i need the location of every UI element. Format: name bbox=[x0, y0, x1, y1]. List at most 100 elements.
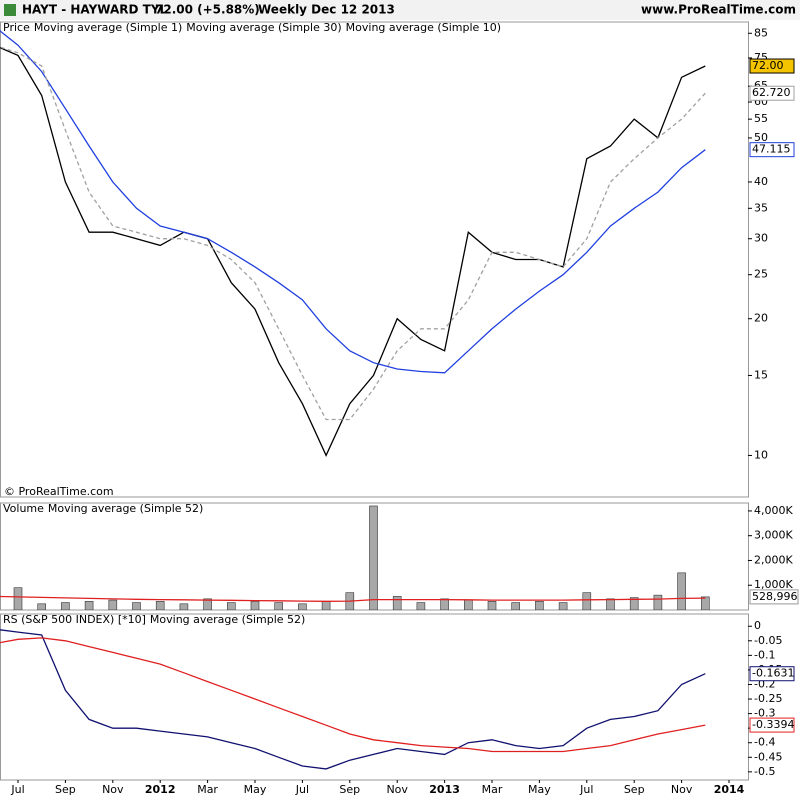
header-bar bbox=[0, 0, 800, 20]
value-tag bbox=[749, 58, 795, 74]
value-tag bbox=[749, 666, 795, 682]
y-tick-label: 3,000K bbox=[754, 529, 793, 542]
series-line bbox=[0, 46, 706, 421]
series-line bbox=[0, 637, 706, 753]
volume-bar bbox=[535, 601, 544, 610]
value-tag bbox=[749, 589, 799, 605]
x-tick-label: Jul bbox=[579, 783, 593, 796]
x-tick-label: May bbox=[244, 783, 267, 796]
volume-bar bbox=[392, 596, 402, 610]
value-label: -0.1631 bbox=[752, 667, 794, 680]
volume-bar bbox=[203, 598, 212, 610]
volume-bar bbox=[179, 603, 189, 610]
volume-bar bbox=[463, 599, 473, 610]
panel-title: Volume bbox=[3, 502, 44, 515]
x-tick-label: 2013 bbox=[429, 783, 460, 796]
value-tag bbox=[749, 717, 795, 733]
volume-bar bbox=[606, 598, 615, 610]
volume-bar bbox=[321, 601, 331, 610]
volume-bar bbox=[37, 603, 47, 610]
x-tick-label: Sep bbox=[339, 783, 360, 796]
y-tick-label: -0.05 bbox=[754, 634, 782, 647]
volume-bar bbox=[700, 596, 710, 610]
y-tick-label: 1,000K bbox=[754, 578, 793, 591]
x-tick-label: Jul bbox=[295, 783, 309, 796]
y-tick-label: 55 bbox=[754, 112, 768, 125]
series-line bbox=[0, 46, 706, 457]
site: www.ProRealTime.com bbox=[641, 3, 796, 17]
legend-entry: Moving average (Simple 1) bbox=[34, 21, 182, 34]
x-tick-label: Mar bbox=[482, 783, 503, 796]
volume-bar bbox=[582, 592, 592, 610]
volume-bar bbox=[13, 587, 23, 610]
y-tick-label: 85 bbox=[754, 26, 768, 39]
y-tick-label: 2,000K bbox=[754, 553, 793, 566]
plot-area bbox=[0, 30, 706, 457]
x-tick-label: Nov bbox=[671, 783, 693, 796]
y-tick-label: -0.3 bbox=[754, 707, 775, 720]
y-tick-label: 10 bbox=[754, 448, 768, 461]
y-tick-label: -0.4 bbox=[754, 736, 775, 749]
series-line bbox=[0, 629, 706, 770]
x-tick-label: Nov bbox=[102, 783, 124, 796]
value-label: 72.00 bbox=[752, 59, 784, 72]
panel-title: Price bbox=[3, 21, 30, 34]
watermark: © ProRealTime.com bbox=[4, 485, 114, 498]
plot-area bbox=[0, 505, 710, 610]
y-tick-label: -0.45 bbox=[754, 750, 782, 763]
volume-bar bbox=[653, 594, 663, 610]
legend-entry: Moving average (Simple 52) bbox=[48, 502, 203, 515]
volume-bar bbox=[440, 598, 449, 610]
volume-bar bbox=[274, 602, 284, 610]
volume-bar bbox=[558, 602, 568, 610]
volume-bar bbox=[298, 603, 307, 610]
x-tick-label: 2012 bbox=[145, 783, 176, 796]
volume-bar bbox=[132, 602, 141, 610]
x-tick-label: 2014 bbox=[714, 783, 745, 796]
volume-bar bbox=[227, 602, 236, 610]
plot-area bbox=[0, 629, 706, 770]
y-tick-label: 40 bbox=[754, 175, 768, 188]
x-tick-label: Mar bbox=[197, 783, 218, 796]
logo bbox=[4, 4, 16, 16]
x-tick-label: Nov bbox=[386, 783, 408, 796]
volume-bar bbox=[84, 601, 94, 610]
volume-bar bbox=[511, 602, 521, 610]
series-line bbox=[0, 595, 706, 602]
legend-entry: Moving average (Simple 52) bbox=[150, 613, 305, 626]
value-tag bbox=[749, 142, 795, 158]
quote: 72.00 (+5.88%) bbox=[155, 3, 260, 17]
value-label: -0.3394 bbox=[752, 718, 794, 731]
panel-frame bbox=[0, 613, 749, 781]
y-tick-label: -0.5 bbox=[754, 765, 775, 778]
y-tick-label: 35 bbox=[754, 201, 768, 214]
value-tag bbox=[749, 85, 795, 101]
y-tick-label: 30 bbox=[754, 232, 768, 245]
volume-bar bbox=[61, 602, 70, 610]
x-tick-label: Jul bbox=[10, 783, 24, 796]
y-tick-label: 20 bbox=[754, 312, 768, 325]
volume-bar bbox=[155, 601, 165, 610]
volume-bar bbox=[629, 597, 639, 610]
volume-bar bbox=[677, 572, 686, 610]
x-tick-label: Sep bbox=[55, 783, 76, 796]
volume-bar bbox=[487, 601, 497, 610]
y-tick-label: 4,000K bbox=[754, 504, 793, 517]
volume-bar bbox=[416, 602, 426, 610]
y-tick-label: 25 bbox=[754, 268, 768, 281]
volume-bar bbox=[250, 601, 260, 610]
series-line bbox=[0, 30, 706, 374]
period: Weekly Dec 12 2013 bbox=[258, 3, 395, 17]
value-label: 62.720 bbox=[752, 86, 791, 99]
value-label: 528,996 bbox=[752, 590, 798, 603]
y-tick-label: 15 bbox=[754, 368, 768, 381]
y-tick-label: 50 bbox=[754, 131, 768, 144]
volume-bar bbox=[108, 599, 118, 610]
x-tick-label: Sep bbox=[624, 783, 645, 796]
value-label: 47.115 bbox=[752, 143, 791, 156]
legend-entry: Moving average (Simple 10) bbox=[346, 21, 501, 34]
symbol: HAYT - HAYWARD TYL bbox=[22, 3, 168, 17]
panel-frame bbox=[0, 21, 749, 498]
y-tick-label: 0 bbox=[754, 619, 761, 632]
